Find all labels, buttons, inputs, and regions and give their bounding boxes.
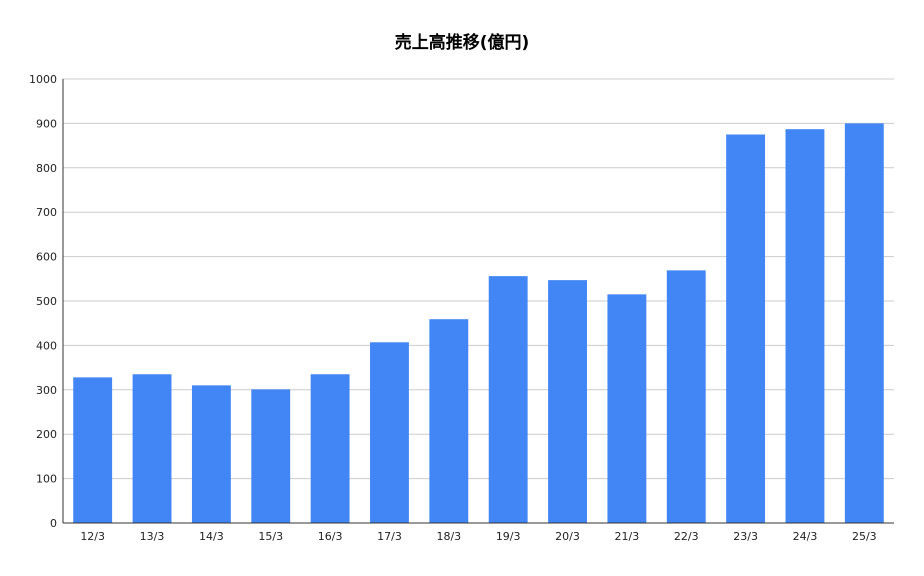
x-tick-label: 12/3 (80, 530, 105, 543)
y-tick-label: 900 (36, 117, 57, 130)
x-tick-label: 21/3 (615, 530, 640, 543)
bar-17-3 (370, 342, 409, 523)
bars (73, 123, 884, 524)
x-tick-label: 17/3 (377, 530, 402, 543)
bar-14-3 (191, 385, 231, 523)
y-tick-label: 100 (36, 473, 57, 486)
y-tick-label: 300 (36, 384, 57, 397)
bar-20-3 (548, 280, 587, 523)
x-tick-label: 18/3 (436, 530, 461, 543)
y-tick-label: 700 (36, 206, 57, 219)
bar-22-3 (666, 270, 706, 523)
x-tick-label: 20/3 (555, 530, 580, 543)
y-tick-label: 0 (50, 517, 57, 530)
x-tick-label: 22/3 (674, 530, 699, 543)
gridlines (63, 78, 894, 480)
y-tick-label: 200 (36, 428, 57, 441)
bar-23-3 (726, 134, 766, 523)
x-tick-label: 13/3 (140, 530, 165, 543)
x-tick-label: 25/3 (852, 530, 877, 543)
bar-25-3 (844, 123, 884, 524)
y-tick-label: 800 (36, 162, 57, 175)
y-tick-label: 1000 (29, 73, 57, 86)
x-tick-label: 23/3 (733, 530, 758, 543)
bar-18-3 (429, 319, 469, 523)
x-tick-label: 24/3 (793, 530, 818, 543)
x-tick-label: 19/3 (496, 530, 521, 543)
y-tick-label: 600 (36, 251, 57, 264)
x-tick-label: 14/3 (199, 530, 224, 543)
bar-13-3 (132, 374, 172, 523)
axes (62, 79, 894, 524)
chart-title: 売上高推移(億円) (395, 32, 530, 53)
x-axis-tick-labels: 12/3 13/3 14/3 15/3 16/3 17/3 18/3 19/3 20/3 21/3… (80, 530, 876, 543)
bar-15-3 (251, 389, 291, 523)
x-tick-label: 16/3 (318, 530, 343, 543)
bar-16-3 (310, 374, 350, 523)
y-axis-tick-labels: 0 100 200 300 400 500 600 700 800 900 1000 (29, 73, 57, 530)
bar-12-3 (73, 377, 113, 523)
bar-19-3 (488, 276, 528, 523)
bar-24-3 (785, 129, 825, 523)
y-tick-label: 400 (36, 339, 57, 352)
bar-21-3 (607, 294, 647, 523)
x-tick-label: 15/3 (258, 530, 283, 543)
y-tick-label: 500 (36, 295, 57, 308)
